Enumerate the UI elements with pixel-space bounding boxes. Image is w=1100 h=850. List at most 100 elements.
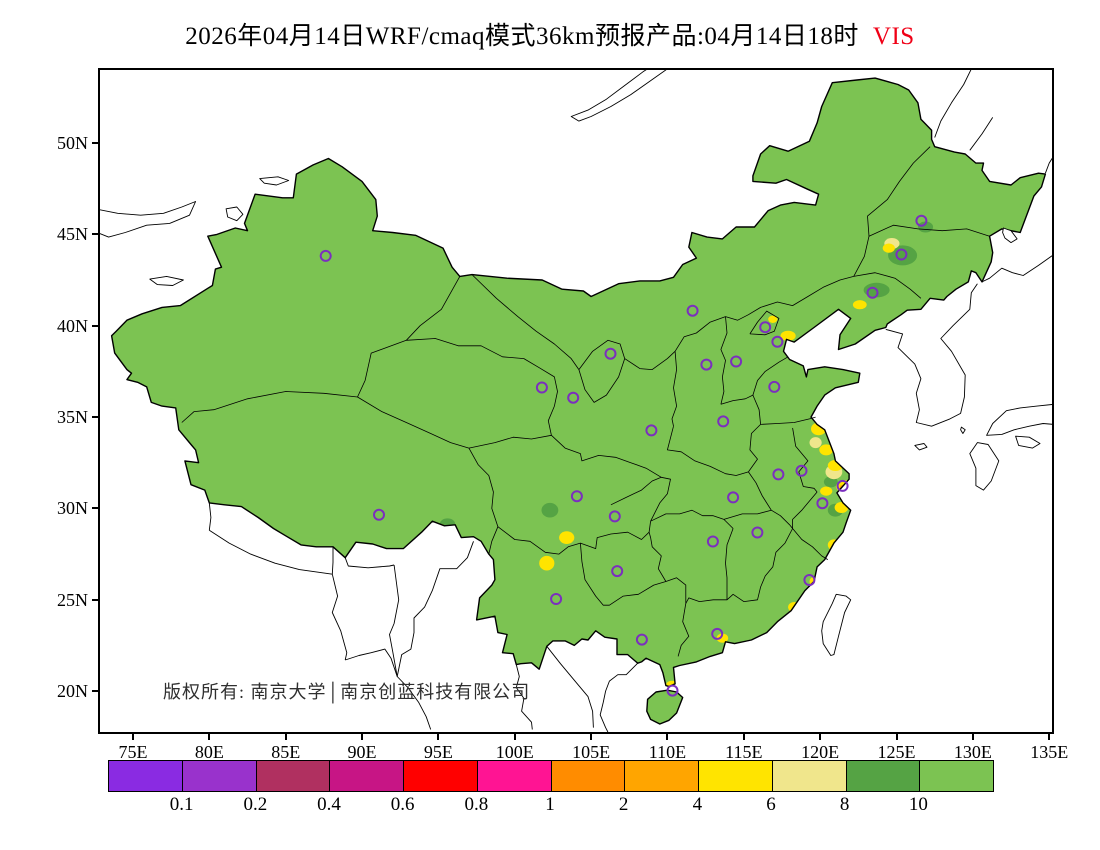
colorbar-cell: [551, 761, 626, 791]
visibility-patch: [827, 539, 841, 551]
city-marker: [816, 497, 829, 510]
province-border: [723, 509, 772, 520]
x-tick-label: 100E: [495, 742, 534, 762]
coastline: [331, 574, 348, 661]
axis-tick: [284, 734, 287, 740]
colorbar-label: 0.8: [464, 794, 489, 815]
axis-tick: [513, 734, 516, 740]
colorbar-cell: [182, 761, 257, 791]
axis-tick: [92, 507, 98, 510]
colorbar-label: 4: [692, 794, 703, 815]
x-tick-label: 80E: [194, 742, 224, 762]
city-marker: [608, 510, 621, 523]
province-border: [725, 528, 734, 600]
x-tick-label: 105E: [572, 742, 611, 762]
city-marker: [717, 415, 730, 428]
province-border: [650, 509, 734, 529]
city-marker: [645, 424, 658, 437]
colorbar-cell: [772, 761, 847, 791]
x-tick-label: 135E: [1030, 742, 1069, 762]
axis-tick: [208, 734, 211, 740]
coastline: [981, 255, 1052, 283]
province-border: [551, 435, 671, 522]
axis-tick: [666, 734, 669, 740]
province-border: [748, 471, 793, 529]
colorbar-label: 10: [908, 794, 928, 815]
province-border: [468, 447, 499, 555]
visibility-patch: [559, 531, 575, 544]
visibility-patch: [882, 243, 895, 253]
visibility-patch: [439, 518, 456, 530]
x-tick-label: 130E: [953, 742, 992, 762]
province-border: [667, 426, 749, 476]
coastline: [396, 676, 432, 730]
province-border: [578, 339, 626, 403]
title-variable: VIS: [872, 23, 915, 50]
visibility-patch: [809, 437, 822, 449]
province-border: [610, 476, 662, 506]
city-marker: [795, 464, 808, 477]
axis-tick: [92, 142, 98, 144]
city-marker: [611, 565, 624, 578]
province-border: [580, 543, 687, 606]
colorbar-label: 0.1: [169, 794, 194, 815]
city-markers: [319, 214, 928, 697]
visibility-patch: [541, 502, 559, 518]
city-marker: [319, 249, 332, 262]
y-tick-label: 50N: [57, 133, 88, 153]
y-tick-label: 30N: [57, 498, 88, 519]
colorbar-label: 6: [766, 794, 776, 815]
city-marker: [803, 574, 816, 586]
x-tick-label: 85E: [271, 742, 301, 762]
province-border: [497, 521, 651, 555]
coastline: [396, 541, 474, 677]
water-body: [986, 404, 1052, 436]
y-tick-label: 20N: [57, 681, 88, 702]
map-holder: [100, 70, 1052, 732]
visibility-patch: [768, 315, 778, 323]
city-marker: [567, 391, 580, 404]
axis-tick: [361, 734, 364, 740]
y-tick-label: 35N: [57, 407, 88, 428]
province-border: [853, 146, 931, 277]
copyright-text: 版权所有: 南京大学│南京创蓝科技有限公司: [163, 682, 531, 702]
water-body: [570, 70, 667, 122]
y-tick-label: 40N: [57, 315, 88, 336]
city-marker: [730, 355, 743, 368]
city-marker: [666, 684, 679, 697]
x-tick-label: 110E: [648, 742, 687, 762]
x-tick-label: 125E: [877, 742, 916, 762]
colorbar-cell: [846, 761, 921, 791]
plot-frame: [98, 68, 1054, 734]
province-border: [868, 224, 990, 237]
coastline: [934, 70, 972, 138]
coastline: [331, 546, 334, 575]
x-tick-label: 95E: [423, 742, 453, 762]
coastline: [209, 529, 333, 575]
visibility-patch: [852, 300, 867, 310]
x-tick-label: 115E: [725, 742, 763, 762]
city-marker: [686, 304, 699, 317]
province-border: [720, 316, 728, 405]
axis-tick: [895, 734, 898, 740]
province-border: [720, 394, 761, 473]
city-marker: [727, 491, 740, 504]
city-marker: [751, 526, 764, 539]
coastline: [345, 648, 398, 677]
colorbar-label: 0.6: [390, 794, 415, 815]
city-marker: [706, 535, 719, 548]
colorbar-cell: [699, 761, 773, 791]
foreign-coastlines: [100, 70, 1052, 732]
province-border: [471, 274, 580, 370]
province-border: [677, 603, 690, 657]
city-marker: [836, 479, 849, 492]
province-border: [406, 338, 558, 449]
province-border: [357, 396, 470, 449]
city-marker: [759, 321, 772, 334]
colorbar-label: 2: [618, 794, 629, 815]
city-marker: [711, 627, 724, 640]
visibility-patch: [819, 444, 834, 456]
taiwan-island: [821, 593, 852, 656]
axis-tick: [132, 734, 134, 740]
city-marker: [604, 347, 617, 360]
